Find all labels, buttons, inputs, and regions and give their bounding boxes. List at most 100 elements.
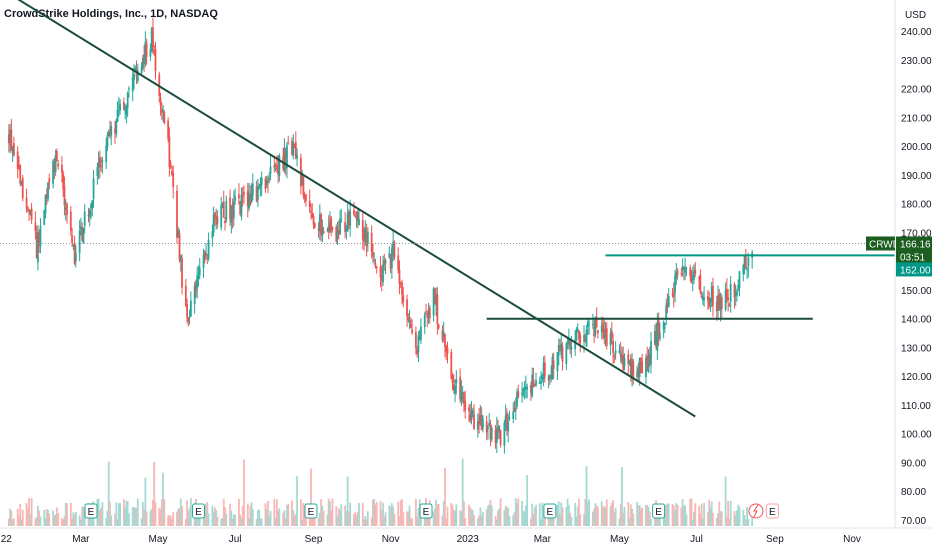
candle-body [471, 410, 474, 414]
candle-body [105, 145, 108, 163]
volume-bar [565, 507, 568, 526]
volume-bar [576, 506, 579, 526]
volume-bar [286, 505, 288, 526]
earnings-marker[interactable] [765, 503, 779, 519]
volume-bar [374, 504, 377, 526]
volume-bar [498, 508, 501, 526]
volume-bar [747, 518, 750, 526]
x-tick-label: Sep [305, 534, 323, 545]
candle-body [425, 313, 427, 315]
earnings-marker[interactable] [419, 503, 433, 519]
candle-body [535, 380, 537, 386]
volume-bar [29, 514, 32, 526]
trendline[interactable] [0, 0, 696, 418]
volume-bar [506, 506, 508, 526]
earnings-marker[interactable] [543, 503, 557, 519]
earnings-marker[interactable] [652, 503, 666, 519]
candle-body [19, 165, 22, 184]
volume-bar [188, 507, 191, 526]
candle-body [9, 130, 12, 143]
candle-body [468, 407, 470, 412]
candle-body [684, 267, 687, 273]
candle-body [420, 326, 422, 340]
volume-bar [737, 504, 740, 526]
candle-body [640, 358, 642, 363]
volume-bar [512, 515, 515, 526]
candle-body [401, 282, 403, 295]
candle-body [256, 186, 259, 201]
candle-body [125, 106, 128, 115]
time-axis[interactable]: 22 Mar May Jul Sep Nov 2023 Mar May Jul Sep Nov [1, 534, 861, 545]
volume-bar [707, 512, 709, 526]
volume-bar [459, 510, 462, 526]
candle-body [382, 264, 384, 283]
candle-body [647, 357, 650, 373]
candle-body [101, 160, 104, 163]
candle-body [645, 357, 647, 378]
earnings-marker[interactable] [84, 503, 98, 519]
candle-body [317, 228, 320, 230]
candle-body [728, 304, 731, 306]
candle-body [609, 333, 612, 346]
volume-bar [372, 499, 374, 526]
candle-body [259, 183, 262, 187]
volume-bar [656, 517, 659, 526]
candle-body [354, 215, 357, 217]
earnings-marker[interactable] [304, 503, 318, 519]
candle-body [143, 54, 146, 65]
candle-body [383, 260, 386, 265]
volume-bar [225, 513, 228, 526]
volume-bar [751, 512, 754, 526]
candle-body [579, 334, 582, 344]
volume-bar [433, 508, 436, 526]
candle-body [179, 255, 182, 262]
volume-bar [321, 505, 324, 526]
volume-bar [149, 511, 152, 526]
candle-body [566, 342, 569, 344]
candle-body [636, 371, 639, 378]
price-axis[interactable]: USD 240.00 230.00 220.00 210.00 200.00 190.00… [901, 10, 932, 527]
candle-body [305, 194, 307, 202]
volume-bar [356, 511, 359, 526]
candle-body [234, 196, 237, 201]
candle-body [141, 58, 144, 68]
volume-bar [365, 519, 368, 526]
candle-body [613, 355, 616, 358]
candle-body [444, 334, 446, 348]
candle-body [202, 254, 205, 268]
candle-body [55, 151, 58, 161]
candle-body [674, 276, 676, 294]
volume-bar [494, 515, 497, 526]
candle-body [699, 274, 702, 293]
candle-body [275, 165, 278, 168]
candle-body [265, 180, 268, 185]
candle-body [689, 267, 692, 277]
candle-body [215, 218, 218, 220]
earnings-marker[interactable] [191, 503, 205, 519]
x-tick-label: May [610, 534, 629, 545]
candle-body [269, 166, 272, 174]
candle-body [83, 211, 86, 227]
candle-body [26, 207, 29, 210]
candle-body [671, 293, 674, 295]
volume-bar [602, 507, 604, 526]
volume-bar [234, 514, 237, 526]
volume-bar [13, 518, 15, 526]
candle-body [197, 276, 200, 279]
volume-bar [21, 509, 24, 526]
candle-body [195, 283, 197, 292]
volume-bar [358, 502, 360, 526]
candle-body [655, 331, 657, 348]
volume-bar [301, 519, 304, 526]
candle-body [232, 201, 235, 218]
volume-bar [645, 504, 647, 526]
candle-body [418, 338, 421, 340]
volume-bar [35, 517, 38, 526]
candle-body [657, 320, 660, 336]
volume-bar [220, 518, 223, 526]
volume-bar [168, 515, 171, 526]
candle-body [10, 129, 13, 151]
volume-bar [710, 501, 713, 526]
candle-body [454, 385, 456, 395]
